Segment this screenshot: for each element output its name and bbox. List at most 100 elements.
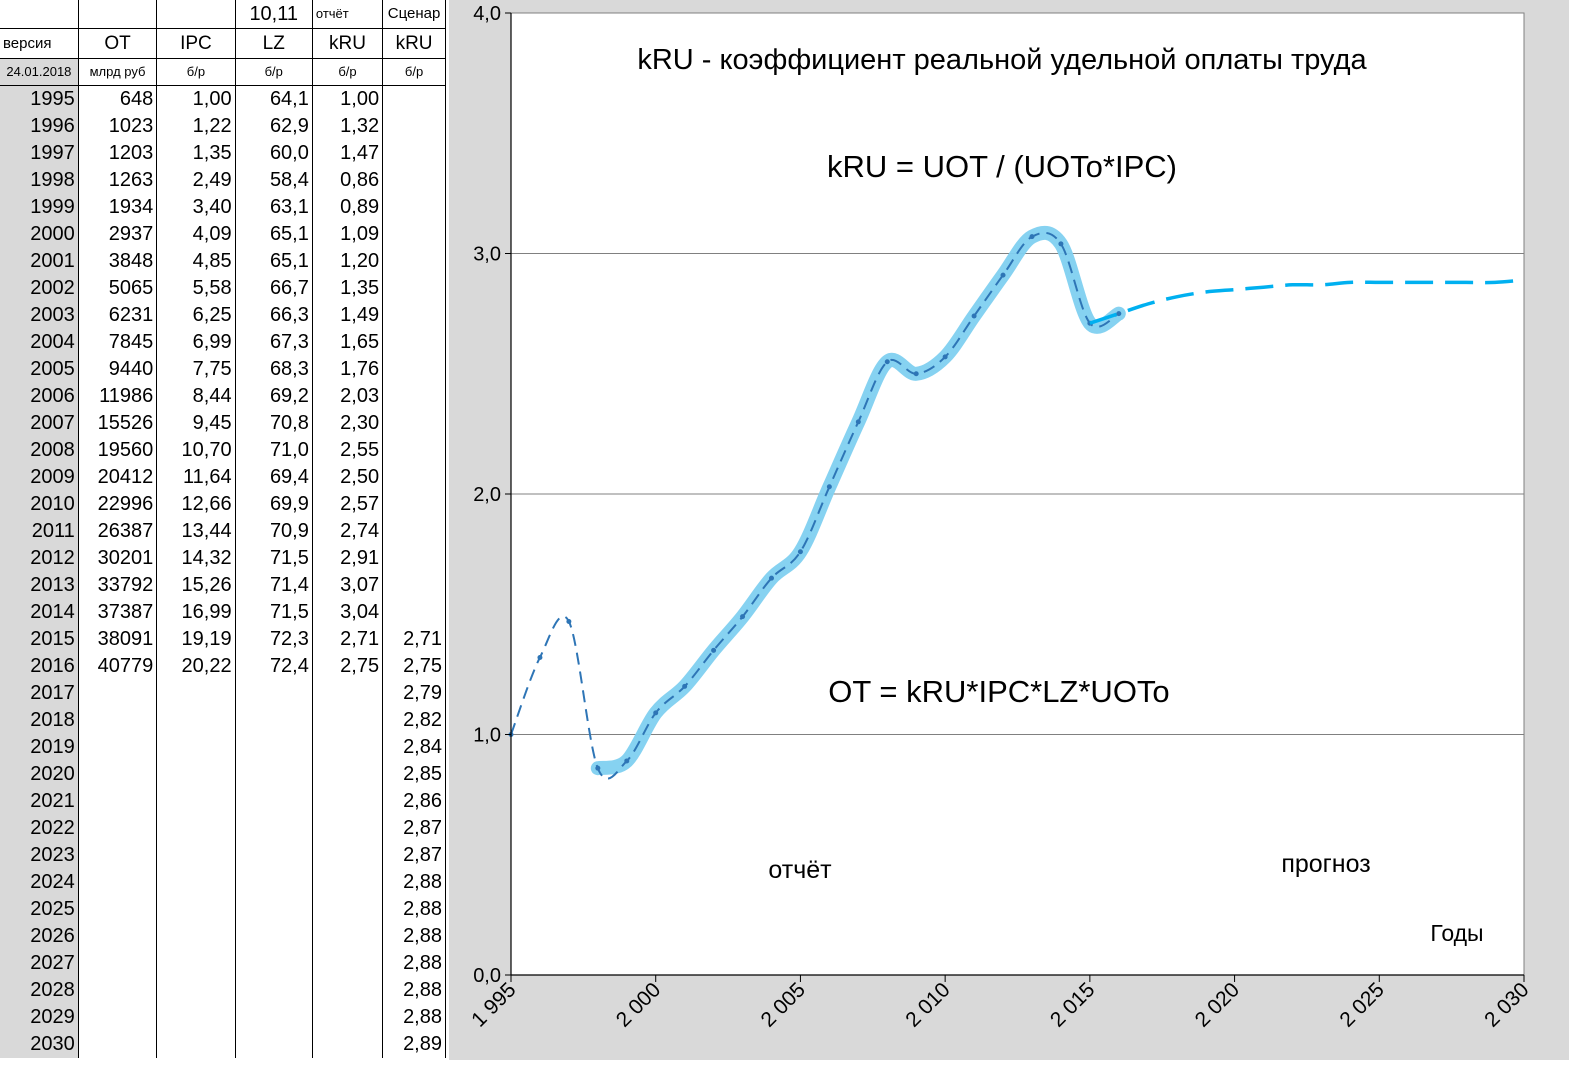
table-cell-4[interactable] <box>312 1031 384 1058</box>
table-cell-4[interactable]: 1,47 <box>312 140 384 167</box>
table-cell-4[interactable] <box>312 977 384 1004</box>
table-cell-0[interactable]: 2019 <box>0 734 79 761</box>
table-cell-4[interactable]: 1,65 <box>312 329 384 356</box>
table-cell-5[interactable]: 2,87 <box>382 815 446 842</box>
table-cell-4[interactable]: 1,76 <box>312 356 384 383</box>
table-cell-5[interactable]: 2,88 <box>382 923 446 950</box>
table-cell-0[interactable]: 2006 <box>0 383 79 410</box>
table-cell-1[interactable] <box>78 977 158 1004</box>
table-cell-2[interactable]: 1,00 <box>156 85 236 113</box>
table-cell-2[interactable] <box>156 761 236 788</box>
table-cell-5[interactable] <box>382 383 446 410</box>
table-cell-2[interactable]: 16,99 <box>156 599 236 626</box>
table-cell-0[interactable]: 2017 <box>0 680 79 707</box>
table-cell-2[interactable] <box>156 815 236 842</box>
table-cell-4[interactable]: 2,71 <box>312 626 384 653</box>
table-cell-0[interactable]: 2029 <box>0 1004 79 1031</box>
table-cell-0[interactable]: 2026 <box>0 923 79 950</box>
table-cell-3[interactable] <box>235 1004 313 1031</box>
table-cell-5[interactable]: 2,88 <box>382 977 446 1004</box>
table-cell-1[interactable] <box>78 734 158 761</box>
table-cell-4[interactable]: 3,07 <box>312 572 384 599</box>
table-cell-2[interactable] <box>156 842 236 869</box>
table-cell-1[interactable]: 1203 <box>78 140 158 167</box>
table-cell-1[interactable] <box>78 923 158 950</box>
table-cell-5[interactable] <box>382 518 446 545</box>
table-cell-3[interactable]: 71,4 <box>235 572 313 599</box>
table-cell-0[interactable]: 2021 <box>0 788 79 815</box>
table-cell-4[interactable] <box>312 842 384 869</box>
table-cell-2[interactable]: 19,19 <box>156 626 236 653</box>
table-cell-4[interactable] <box>312 707 384 734</box>
table-cell-1[interactable]: 1934 <box>78 194 158 221</box>
table-cell-3[interactable]: 62,9 <box>235 113 313 140</box>
table-cell-1[interactable] <box>78 707 158 734</box>
table-cell-1[interactable]: 5065 <box>78 275 158 302</box>
table-cell-1[interactable]: 22996 <box>78 491 158 518</box>
table-cell-0[interactable]: 2018 <box>0 707 79 734</box>
table-cell-2[interactable]: 9,45 <box>156 410 236 437</box>
table-cell-2[interactable]: 3,40 <box>156 194 236 221</box>
table-cell-3[interactable]: 71,5 <box>235 599 313 626</box>
header-3-cell-4[interactable]: б/р <box>312 58 384 86</box>
table-cell-5[interactable]: 2,71 <box>382 626 446 653</box>
table-cell-5[interactable] <box>382 85 446 113</box>
table-cell-2[interactable] <box>156 707 236 734</box>
table-cell-2[interactable] <box>156 1031 236 1058</box>
table-cell-4[interactable]: 1,09 <box>312 221 384 248</box>
table-cell-3[interactable] <box>235 788 313 815</box>
table-cell-4[interactable]: 1,49 <box>312 302 384 329</box>
table-cell-5[interactable] <box>382 113 446 140</box>
header-1-cell-5[interactable]: Сценар <box>382 0 446 29</box>
table-cell-3[interactable]: 72,3 <box>235 626 313 653</box>
table-cell-0[interactable]: 2028 <box>0 977 79 1004</box>
table-cell-2[interactable] <box>156 896 236 923</box>
table-cell-3[interactable] <box>235 977 313 1004</box>
table-cell-1[interactable] <box>78 815 158 842</box>
table-cell-2[interactable]: 1,22 <box>156 113 236 140</box>
header-2-cell-5[interactable]: kRU <box>382 28 446 59</box>
table-cell-0[interactable]: 2000 <box>0 221 79 248</box>
table-cell-0[interactable]: 2024 <box>0 869 79 896</box>
table-cell-2[interactable]: 11,64 <box>156 464 236 491</box>
table-cell-5[interactable] <box>382 545 446 572</box>
table-cell-3[interactable]: 70,9 <box>235 518 313 545</box>
table-cell-3[interactable]: 69,4 <box>235 464 313 491</box>
table-cell-0[interactable]: 2015 <box>0 626 79 653</box>
table-cell-0[interactable]: 2001 <box>0 248 79 275</box>
table-cell-4[interactable]: 0,89 <box>312 194 384 221</box>
table-cell-4[interactable]: 1,20 <box>312 248 384 275</box>
table-cell-4[interactable] <box>312 761 384 788</box>
table-cell-4[interactable]: 1,35 <box>312 275 384 302</box>
table-cell-5[interactable] <box>382 302 446 329</box>
table-cell-1[interactable] <box>78 896 158 923</box>
table-cell-4[interactable]: 2,74 <box>312 518 384 545</box>
table-cell-3[interactable]: 71,5 <box>235 545 313 572</box>
table-cell-0[interactable]: 2016 <box>0 653 79 680</box>
table-cell-5[interactable]: 2,84 <box>382 734 446 761</box>
table-cell-2[interactable]: 20,22 <box>156 653 236 680</box>
table-cell-3[interactable] <box>235 842 313 869</box>
table-cell-1[interactable] <box>78 761 158 788</box>
table-cell-5[interactable]: 2,85 <box>382 761 446 788</box>
table-cell-1[interactable]: 648 <box>78 85 158 113</box>
table-cell-4[interactable] <box>312 1004 384 1031</box>
table-cell-4[interactable]: 1,32 <box>312 113 384 140</box>
table-cell-3[interactable]: 63,1 <box>235 194 313 221</box>
table-cell-2[interactable]: 6,99 <box>156 329 236 356</box>
table-cell-0[interactable]: 2008 <box>0 437 79 464</box>
header-1-cell-1[interactable] <box>78 0 158 29</box>
table-cell-4[interactable] <box>312 815 384 842</box>
table-cell-5[interactable]: 2,88 <box>382 950 446 977</box>
table-cell-4[interactable]: 2,30 <box>312 410 384 437</box>
table-cell-3[interactable]: 68,3 <box>235 356 313 383</box>
table-cell-0[interactable]: 2005 <box>0 356 79 383</box>
table-cell-2[interactable] <box>156 734 236 761</box>
table-cell-1[interactable]: 15526 <box>78 410 158 437</box>
header-1-cell-4[interactable]: отчёт <box>312 0 384 29</box>
table-cell-5[interactable] <box>382 275 446 302</box>
table-cell-4[interactable]: 2,50 <box>312 464 384 491</box>
table-cell-3[interactable] <box>235 923 313 950</box>
table-cell-4[interactable]: 2,91 <box>312 545 384 572</box>
header-3-cell-2[interactable]: б/р <box>156 58 236 86</box>
